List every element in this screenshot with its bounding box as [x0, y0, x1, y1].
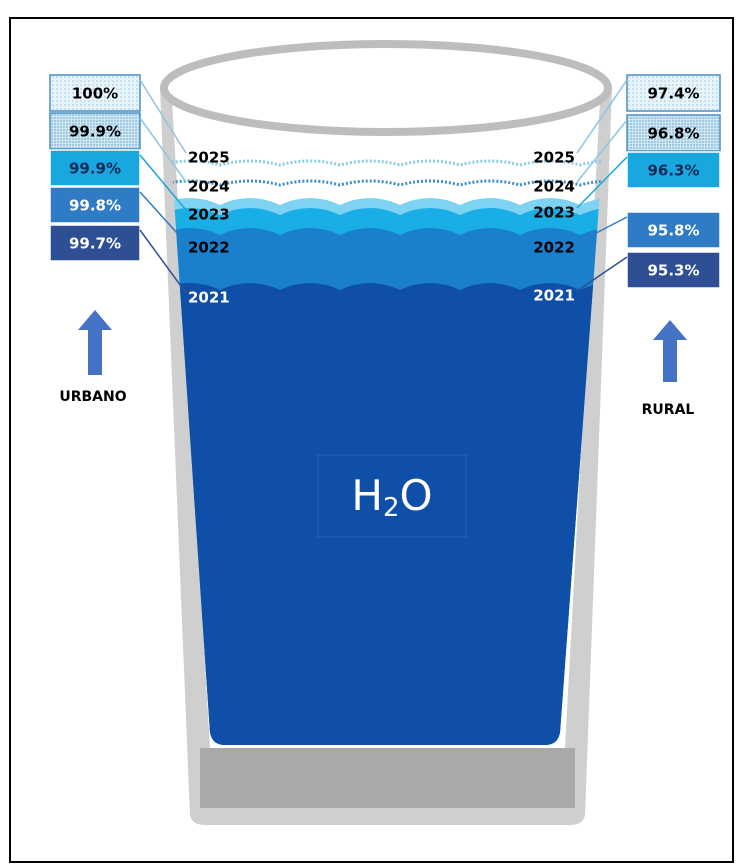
year-label: 2022 — [533, 239, 575, 257]
value-label: 97.4% — [647, 85, 699, 103]
year-label: 2021 — [533, 287, 575, 305]
value-label: 99.8% — [69, 197, 121, 215]
value-label: 96.3% — [647, 162, 699, 180]
glass-base — [200, 748, 575, 808]
year-label: 2024 — [533, 178, 575, 196]
year-label: 2023 — [188, 206, 230, 224]
leader-line — [139, 154, 187, 211]
year-label: 2022 — [188, 239, 230, 257]
glass-rim — [160, 40, 612, 136]
leader-line — [139, 229, 187, 294]
o: O — [400, 471, 433, 520]
year-label: 2025 — [188, 149, 230, 167]
leader-line — [576, 216, 628, 244]
value-box — [49, 112, 141, 150]
value-box — [626, 114, 721, 152]
value-box — [49, 186, 141, 224]
value-label: 96.8% — [647, 125, 699, 143]
value-label: 99.9% — [69, 160, 121, 178]
value-box — [626, 251, 721, 289]
sub: 2 — [383, 493, 400, 523]
leader-line — [576, 156, 628, 209]
value-label: 99.9% — [69, 123, 121, 141]
group-label: URBANO — [59, 389, 126, 405]
value-box — [626, 211, 721, 249]
year-label: 2021 — [188, 289, 230, 307]
leader-line — [576, 256, 628, 292]
year-label: 2024 — [188, 178, 230, 196]
leader-line — [576, 79, 628, 154]
value-label: 95.3% — [647, 262, 699, 280]
value-label: 99.7% — [69, 235, 121, 253]
value-box — [49, 74, 141, 112]
arrow — [653, 320, 687, 382]
value-label: 100% — [72, 85, 118, 103]
leader-line — [139, 117, 187, 183]
value-box — [626, 74, 721, 112]
h: H — [351, 471, 383, 520]
water-layer — [168, 283, 606, 745]
leader-line — [576, 119, 628, 183]
group-label: RURAL — [642, 402, 695, 418]
label-box — [317, 454, 467, 538]
leader-line — [139, 79, 187, 154]
year-label: 2023 — [533, 204, 575, 222]
frame — [9, 17, 734, 863]
value-box — [49, 224, 141, 262]
h2o: H2O — [351, 471, 432, 523]
value-box — [626, 151, 721, 189]
leader-line — [139, 191, 187, 244]
year-label: 2025 — [533, 149, 575, 167]
value-box — [49, 149, 141, 187]
arrow — [78, 310, 112, 375]
value-label: 95.8% — [647, 222, 699, 240]
